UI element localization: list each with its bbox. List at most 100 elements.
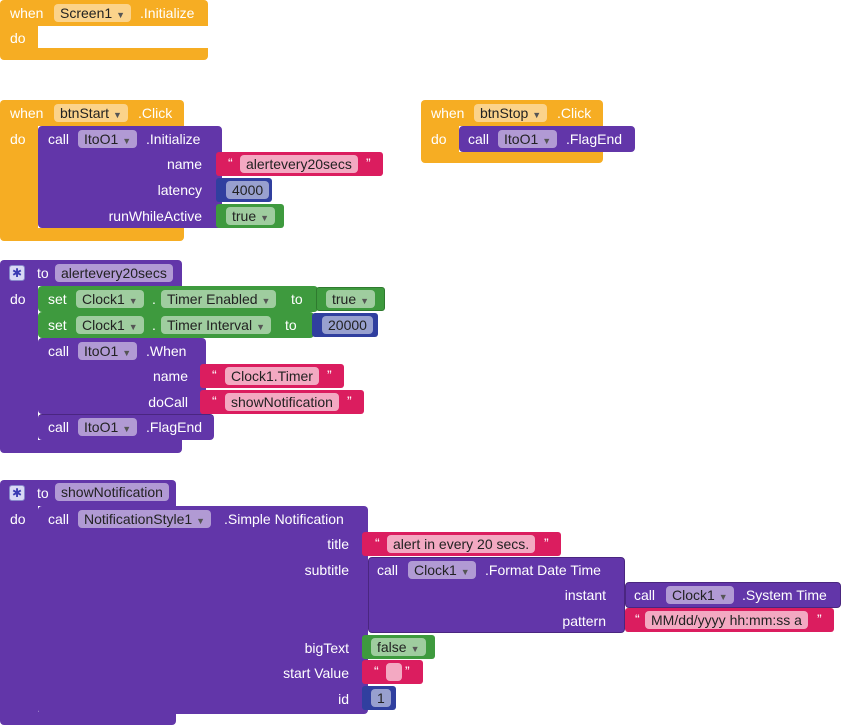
event-name: .Click [557, 105, 592, 121]
component-dropdown-clock1[interactable]: Clock1 ▼ [666, 586, 734, 604]
component-dropdown-clock1[interactable]: Clock1 ▼ [76, 290, 144, 308]
event-name: .Initialize [140, 5, 195, 21]
chevron-down-icon: ▼ [260, 213, 270, 223]
call-keyword: call [48, 419, 70, 435]
chevron-down-icon: ▼ [410, 644, 420, 654]
component-dropdown-clock1[interactable]: Clock1 ▼ [408, 561, 476, 579]
chevron-down-icon: ▼ [360, 296, 370, 306]
property-dropdown-timer-enabled[interactable]: Timer Enabled ▼ [161, 290, 277, 308]
method-name: .FlagEnd [566, 131, 623, 147]
method-name: .When [146, 343, 187, 359]
to-keyword: to [37, 485, 49, 501]
chevron-down-icon: ▼ [256, 322, 265, 332]
dot-separator: . [152, 317, 156, 333]
quote-close: ” [347, 393, 352, 409]
chevron-down-icon: ▼ [532, 110, 542, 120]
component-dropdown-screen1[interactable]: Screen1 ▼ [54, 4, 132, 22]
chevron-down-icon: ▼ [542, 136, 552, 146]
arg-label-pattern: pattern [562, 613, 606, 629]
chevron-down-icon: ▼ [122, 136, 132, 146]
gear-icon[interactable]: ✱ [9, 485, 25, 501]
quote-close: ” [405, 663, 410, 679]
text-value-title[interactable]: alert in every 20 secs. [387, 535, 536, 553]
component-dropdown-itoo1[interactable]: ItoO1 ▼ [498, 130, 558, 148]
quote-close: ” [544, 535, 549, 551]
arg-label-docall: doCall [148, 394, 188, 410]
call-keyword: call [634, 587, 656, 603]
arg-label-bigtext: bigText [304, 640, 349, 656]
property-dropdown-timer-interval[interactable]: Timer Interval ▼ [161, 316, 271, 334]
chevron-down-icon: ▼ [116, 10, 126, 20]
chevron-down-icon: ▼ [113, 110, 122, 120]
arg-label-name: name [166, 156, 202, 172]
arg-label-title: title [327, 536, 349, 552]
component-dropdown-btnstart[interactable]: btnStart ▼ [54, 104, 128, 122]
when-keyword: when [10, 5, 44, 21]
method-name: .Format Date Time [485, 562, 601, 578]
quote-open: “ [374, 663, 379, 679]
component-dropdown-btnstop[interactable]: btnStop ▼ [474, 104, 548, 122]
quote-close: ” [817, 611, 822, 627]
call-keyword: call [468, 131, 490, 147]
do-keyword: do [10, 511, 26, 527]
do-keyword: do [431, 131, 447, 147]
component-dropdown-itoo1[interactable]: ItoO1 ▼ [78, 342, 138, 360]
quote-open: “ [212, 393, 217, 409]
procedure-name-field[interactable]: showNotification [55, 483, 169, 501]
set-keyword: set [48, 317, 67, 333]
quote-open: “ [212, 367, 217, 383]
quote-open: “ [635, 611, 640, 627]
chevron-down-icon: ▼ [128, 296, 138, 306]
chevron-down-icon: ▼ [460, 567, 470, 577]
quote-open: “ [228, 155, 233, 171]
procedure-name-field[interactable]: alertevery20secs [55, 264, 173, 282]
chevron-down-icon: ▼ [261, 296, 271, 306]
number-value-20000[interactable]: 20000 [322, 316, 373, 334]
arg-label-name: name [152, 368, 188, 384]
gear-icon[interactable]: ✱ [9, 265, 25, 281]
set-keyword: set [48, 291, 67, 307]
text-value-empty[interactable] [386, 663, 402, 681]
logic-dropdown-true[interactable]: true ▼ [226, 207, 276, 225]
quote-close: ” [366, 155, 371, 171]
when-keyword: when [431, 105, 465, 121]
do-keyword: do [10, 30, 26, 46]
number-value-1[interactable]: 1 [371, 689, 391, 707]
component-dropdown-clock1[interactable]: Clock1 ▼ [76, 316, 144, 334]
when-keyword: when [10, 105, 44, 121]
component-dropdown-itoo1[interactable]: ItoO1 ▼ [78, 130, 138, 148]
method-name: .FlagEnd [146, 419, 203, 435]
do-keyword: do [10, 291, 26, 307]
arg-label-runwhileactive: runWhileActive [108, 208, 202, 224]
component-dropdown-notificationstyle1[interactable]: NotificationStyle1 ▼ [78, 510, 212, 528]
method-name: .Simple Notification [224, 511, 344, 527]
number-value-4000[interactable]: 4000 [226, 181, 270, 199]
arg-label-start-value: start Value [283, 665, 349, 681]
chevron-down-icon: ▼ [718, 592, 728, 602]
text-value-alertevery20secs[interactable]: alertevery20secs [240, 155, 358, 173]
call-keyword: call [48, 343, 70, 359]
method-name: .System Time [742, 587, 827, 603]
arg-label-latency: latency [157, 182, 202, 198]
quote-close: ” [327, 367, 332, 383]
call-keyword: call [48, 511, 70, 527]
chevron-down-icon: ▼ [128, 322, 138, 332]
component-dropdown-itoo1[interactable]: ItoO1 ▼ [78, 418, 138, 436]
logic-dropdown-true[interactable]: true ▼ [326, 290, 376, 308]
chevron-down-icon: ▼ [122, 424, 132, 434]
chevron-down-icon: ▼ [122, 348, 132, 358]
to-keyword: to [285, 317, 297, 333]
text-value-pattern[interactable]: MM/dd/yyyy hh:mm:ss a [645, 611, 808, 629]
quote-open: “ [375, 535, 380, 551]
call-keyword: call [377, 562, 399, 578]
event-name: .Click [138, 105, 173, 121]
text-value-shownotification[interactable]: showNotification [225, 393, 339, 411]
logic-dropdown-false[interactable]: false ▼ [371, 638, 426, 656]
call-keyword: call [48, 131, 70, 147]
dot-separator: . [152, 291, 156, 307]
arg-label-subtitle: subtitle [304, 562, 349, 578]
method-name: .Initialize [146, 131, 201, 147]
to-keyword: to [291, 291, 303, 307]
to-keyword: to [37, 265, 49, 281]
text-value-clock1-timer[interactable]: Clock1.Timer [225, 367, 319, 385]
